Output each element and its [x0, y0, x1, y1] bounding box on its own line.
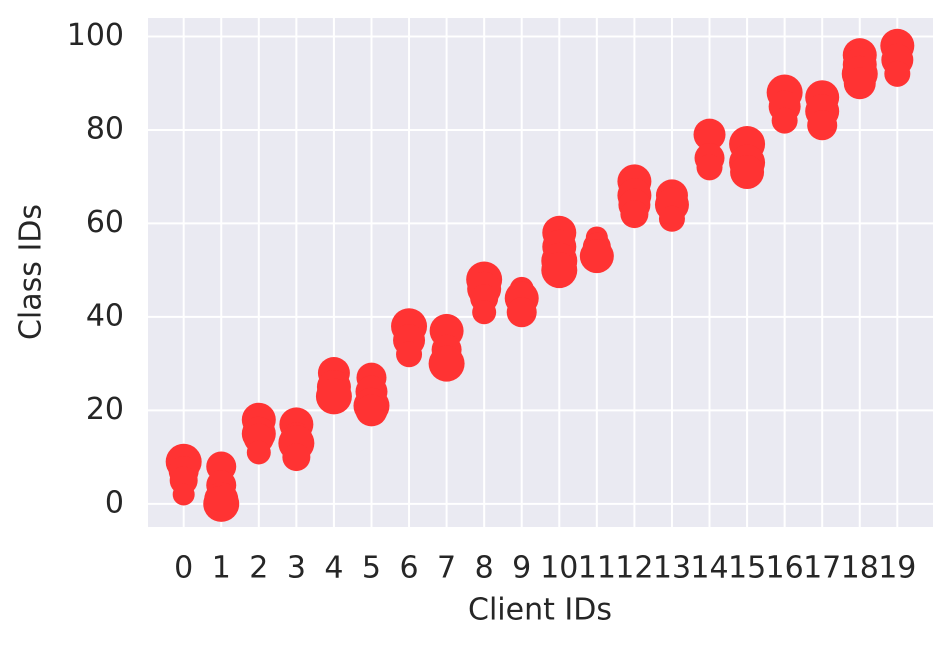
point [771, 107, 798, 134]
y-tick-label: 60 [86, 205, 124, 240]
point [693, 118, 726, 151]
point [472, 300, 497, 325]
point [282, 443, 311, 472]
point [884, 60, 911, 87]
x-tick-label: 6 [399, 551, 418, 586]
x-tick-label: 0 [174, 551, 193, 586]
y-tick-label: 100 [67, 18, 124, 53]
y-axis-label: Class IDs [14, 204, 49, 340]
x-tick-label: 13 [653, 551, 691, 586]
point [579, 239, 614, 274]
x-tick-label: 8 [475, 551, 494, 586]
x-tick-label: 14 [690, 551, 728, 586]
x-tick-label: 18 [841, 551, 879, 586]
y-tick-label: 40 [86, 298, 124, 333]
x-tick-label: 12 [615, 551, 653, 586]
x-tick-label: 3 [287, 551, 306, 586]
point [843, 67, 876, 100]
point [246, 440, 271, 465]
point [428, 345, 465, 382]
x-tick-label: 2 [249, 551, 268, 586]
x-tick-label: 16 [766, 551, 804, 586]
point [315, 378, 352, 415]
x-tick-label: 4 [324, 551, 343, 586]
x-tick-label: 5 [362, 551, 381, 586]
x-tick-label: 7 [437, 551, 456, 586]
point [807, 110, 838, 141]
point [696, 154, 723, 181]
x-tick-label: 15 [728, 551, 766, 586]
point [541, 252, 578, 289]
x-tick-label: 11 [578, 551, 616, 586]
point [396, 341, 423, 368]
point [172, 483, 195, 506]
point [730, 155, 765, 190]
point [355, 394, 388, 427]
y-tick-label: 0 [105, 485, 124, 520]
point [506, 297, 537, 328]
x-tick-label: 9 [512, 551, 531, 586]
x-tick-label: 19 [878, 551, 916, 586]
x-tick-label: 1 [212, 551, 231, 586]
x-axis-label: Client IDs [468, 593, 612, 628]
y-tick-label: 80 [86, 111, 124, 146]
x-tick-label: 10 [540, 551, 578, 586]
x-tick-label: 17 [803, 551, 841, 586]
point [658, 205, 685, 232]
point [620, 200, 649, 229]
point [203, 485, 240, 522]
y-tick-label: 20 [86, 392, 124, 427]
